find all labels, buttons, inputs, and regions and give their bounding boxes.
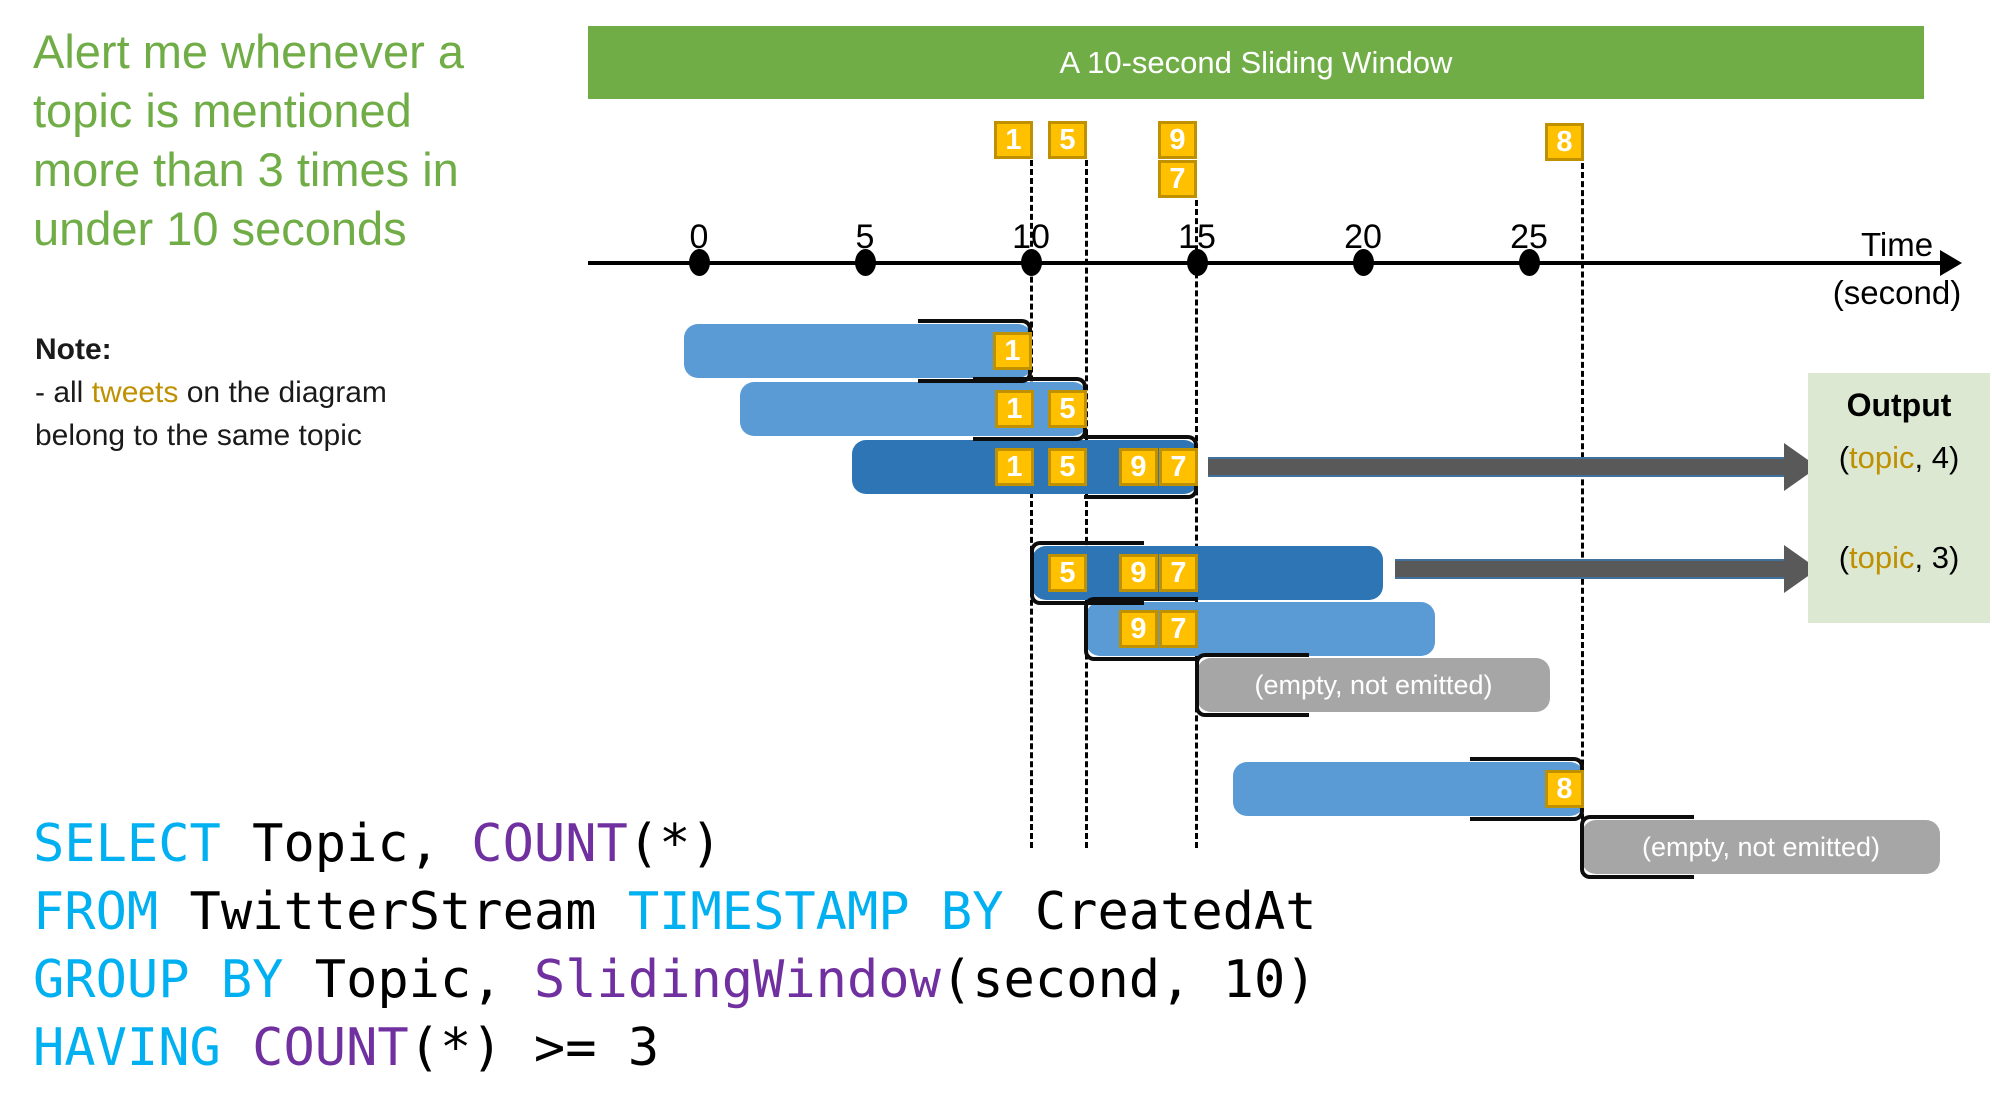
- event-time-dashed-line: [1030, 160, 1033, 848]
- sql-query-code: SELECT Topic, COUNT(*) FROM TwitterStream…: [33, 810, 1317, 1082]
- event-marker: 7: [1159, 610, 1198, 648]
- timeline-tick-label: 5: [855, 218, 875, 256]
- event-marker: 9: [1119, 554, 1158, 592]
- event-marker: 9: [1119, 448, 1158, 486]
- note-title: Note:: [35, 333, 112, 366]
- event-marker: 7: [1159, 554, 1198, 592]
- timeline-axis: [588, 261, 1940, 265]
- output-topic-text: topic: [1849, 440, 1915, 475]
- note-line1-post: on the diagram: [178, 376, 387, 409]
- sql-code-line: SELECT Topic, COUNT(*): [33, 814, 722, 874]
- sql-code-line: HAVING COUNT(*) >= 3: [33, 1018, 660, 1078]
- event-marker: 8: [1545, 123, 1584, 161]
- event-marker: 5: [1048, 448, 1087, 486]
- output-topic-text: topic: [1849, 540, 1915, 575]
- event-time-dashed-line: [1195, 200, 1198, 848]
- output-box: Output (topic, 4) (topic, 3): [1808, 373, 1990, 623]
- timeline-tick-dot: [854, 249, 876, 276]
- event-marker: 1: [995, 448, 1034, 486]
- sliding-window-banner: A 10-second Sliding Window: [588, 26, 1924, 99]
- axis-label-time: Time: [1860, 226, 1934, 263]
- output-result: (topic, 3): [1838, 540, 1960, 575]
- event-marker: 1: [995, 390, 1034, 428]
- timeline-tick-label: 0: [689, 218, 709, 256]
- sql-code-line: GROUP BY Topic, SlidingWindow(second, 10…: [33, 950, 1317, 1010]
- timeline-tick-dot: [1020, 249, 1042, 276]
- window-bracket: [1580, 815, 1694, 879]
- event-marker: 8: [1545, 770, 1584, 808]
- note-block: Note: - all tweets on the diagram belong…: [35, 328, 387, 457]
- output-result: (topic, 4): [1838, 440, 1960, 475]
- empty-window-label: (empty, not emitted): [1641, 831, 1881, 862]
- sql-code-line: FROM TwitterStream TIMESTAMP BY CreatedA…: [33, 882, 1317, 942]
- note-line1-pre: - all: [35, 376, 92, 409]
- event-marker: 7: [1158, 160, 1197, 198]
- event-marker: 5: [1048, 121, 1087, 159]
- event-marker: 5: [1048, 554, 1087, 592]
- timeline-tick-dot: [688, 249, 710, 276]
- timeline-tick-dot: [1518, 249, 1540, 276]
- timeline-arrowhead-icon: [1940, 250, 1962, 276]
- event-time-dashed-line: [1581, 163, 1584, 874]
- event-time-dashed-line: [1085, 160, 1088, 848]
- output-arrow-shaft: [1208, 457, 1784, 477]
- axis-label-second: (second): [1832, 274, 1962, 311]
- event-marker: 5: [1048, 390, 1087, 428]
- event-marker: 1: [994, 121, 1033, 159]
- window-bar: [684, 324, 1032, 378]
- timeline-tick-dot: [1186, 249, 1208, 276]
- output-arrow-shaft: [1395, 559, 1784, 579]
- window-bracket: [1084, 597, 1198, 661]
- note-tweets-highlight: tweets: [91, 376, 179, 409]
- window-bar: [1233, 762, 1584, 816]
- event-marker: 9: [1119, 610, 1158, 648]
- banner-title: A 10-second Sliding Window: [1059, 45, 1453, 80]
- note-line-2: belong to the same topic: [35, 419, 362, 452]
- event-marker: 7: [1159, 448, 1198, 486]
- timeline-tick-dot: [1352, 249, 1374, 276]
- window-bar: (empty, not emitted): [1197, 658, 1550, 712]
- window-bracket: [1195, 653, 1309, 717]
- empty-window-label: (empty, not emitted): [1254, 669, 1493, 700]
- window-bar: [1032, 546, 1383, 600]
- event-marker: 1: [993, 332, 1032, 370]
- window-bar: (empty, not emitted): [1582, 820, 1940, 874]
- output-title: Output: [1846, 387, 1952, 423]
- event-marker: 9: [1158, 121, 1197, 159]
- note-line-1: - all tweets on the diagram: [35, 371, 387, 414]
- headline-text: Alert me whenever a topic is mentioned m…: [33, 25, 465, 255]
